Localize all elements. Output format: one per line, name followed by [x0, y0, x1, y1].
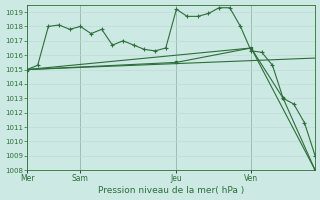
X-axis label: Pression niveau de la mer( hPa ): Pression niveau de la mer( hPa ) [98, 186, 244, 195]
